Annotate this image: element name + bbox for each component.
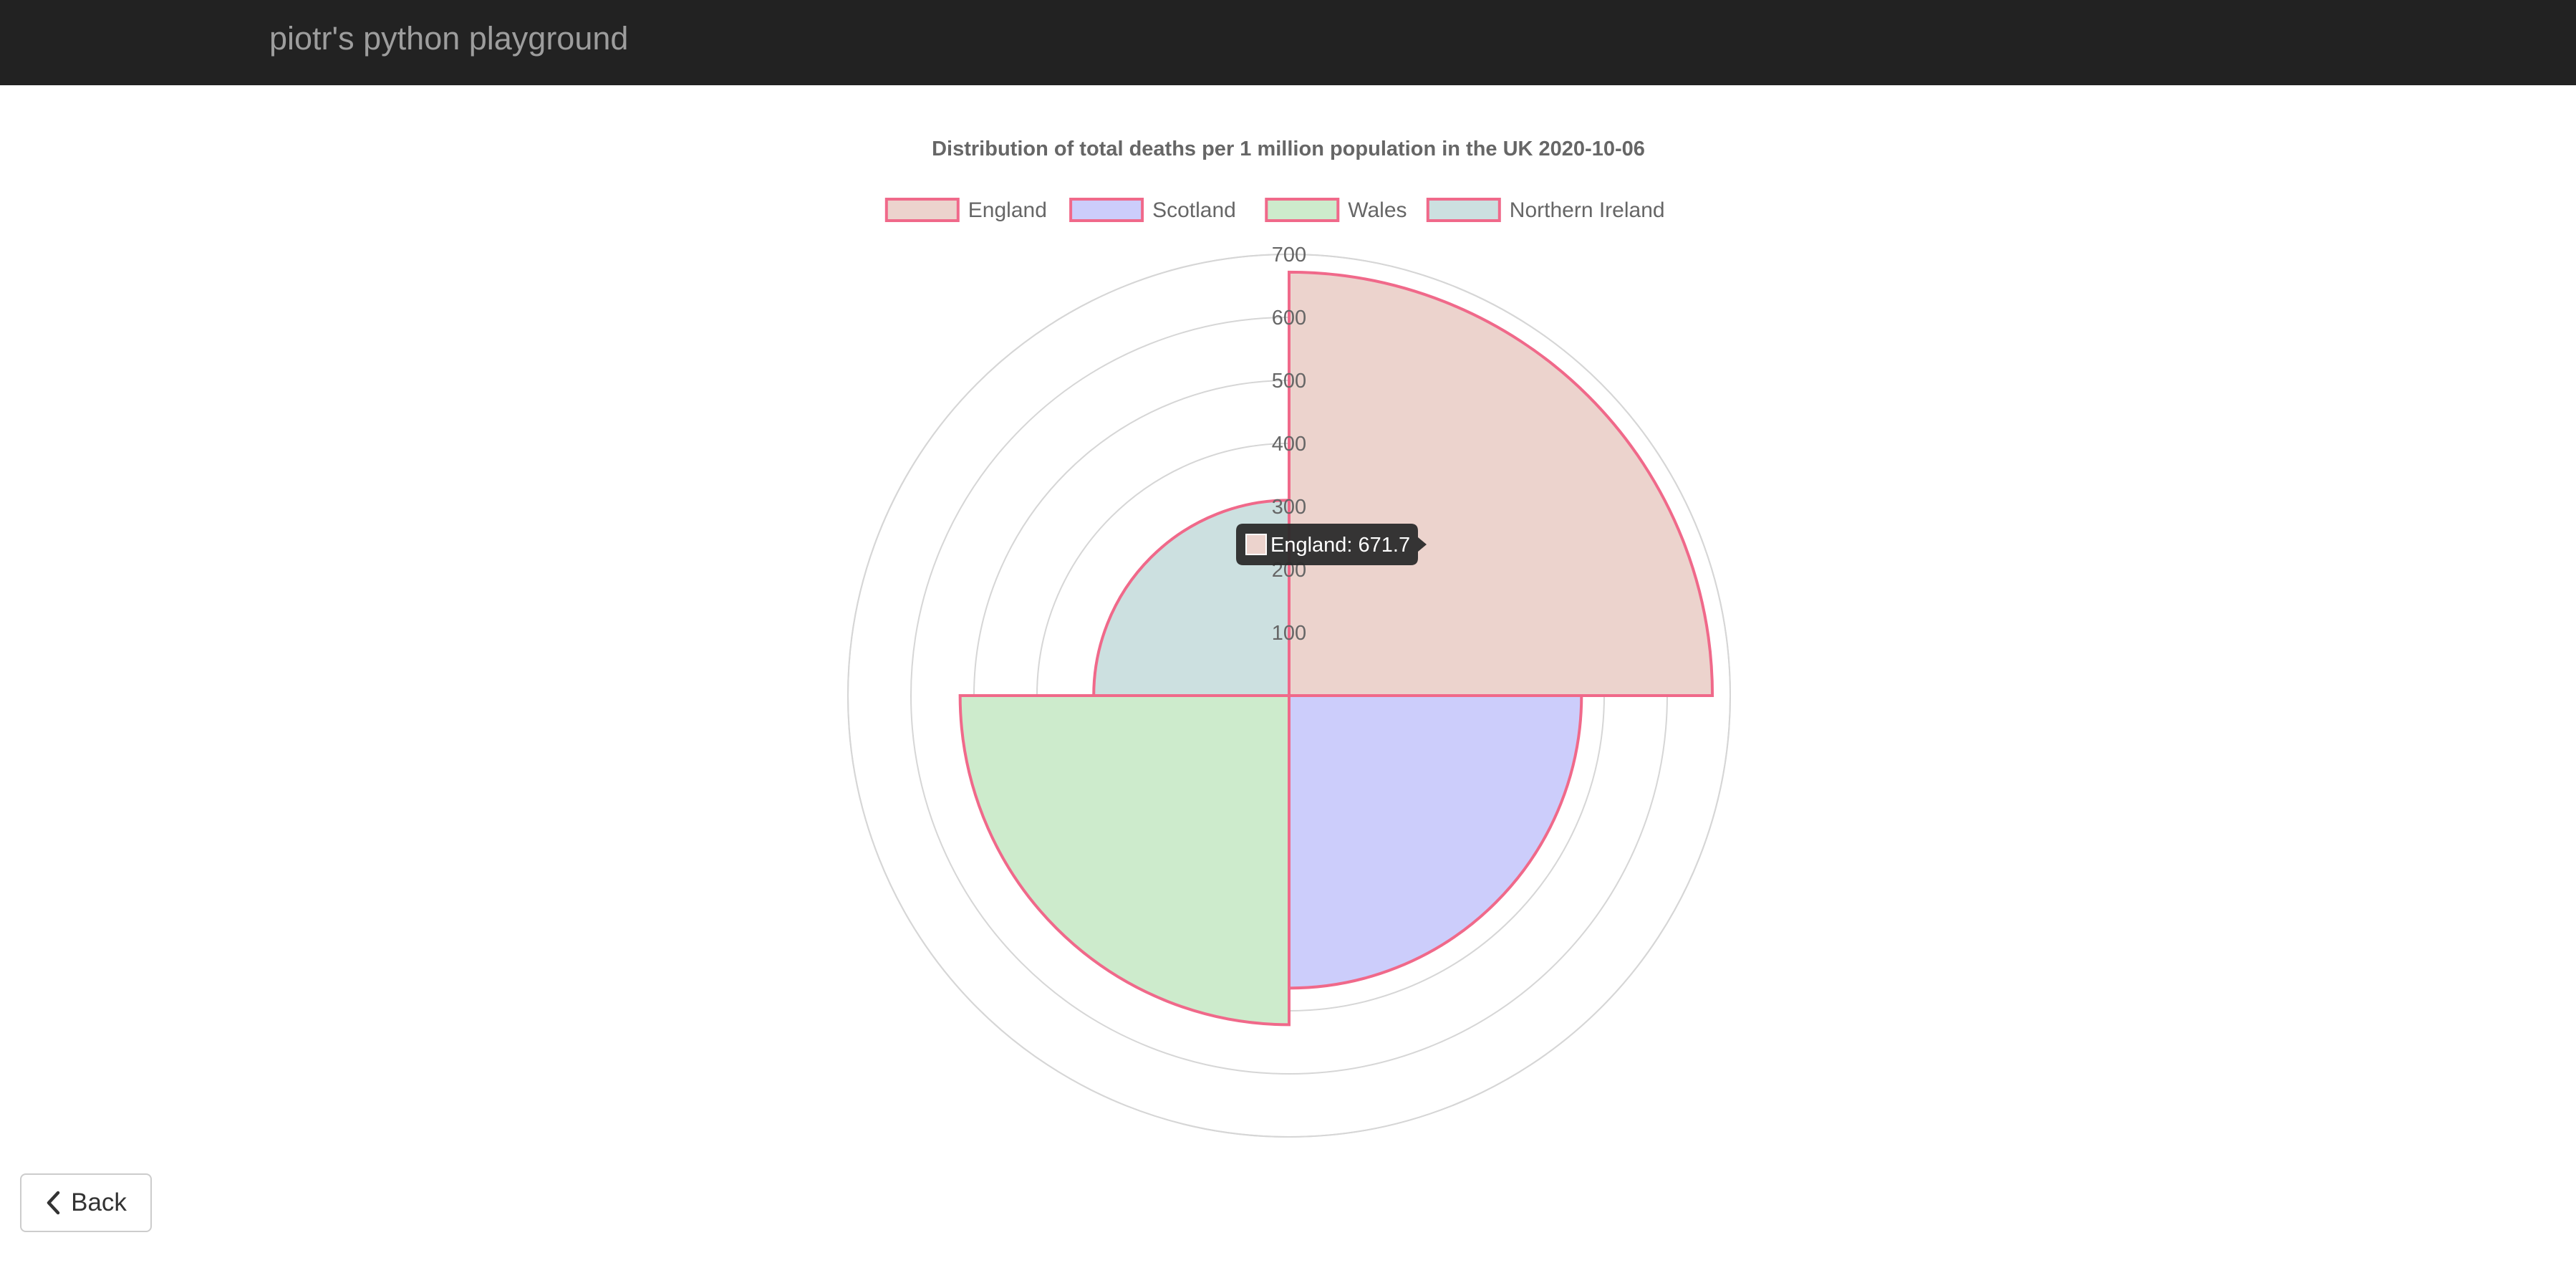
polar-area-chart: Distribution of total deaths per 1 milli… (847, 138, 1731, 1138)
chart-legend: England Scotland Wales Northern Ireland (884, 198, 1665, 222)
legend-label: England (968, 198, 1047, 222)
tooltip-text: England: 671.7 (1270, 534, 1410, 557)
tick-label: 600 (1272, 307, 1306, 330)
grid-circle (847, 254, 1731, 1138)
tick-label: 300 (1272, 496, 1306, 519)
legend-swatch (1265, 198, 1340, 222)
legend-label: Northern Ireland (1510, 198, 1665, 222)
legend-swatch (1069, 198, 1144, 222)
tick-label: 400 (1272, 433, 1306, 456)
legend-item-northern-ireland[interactable]: Northern Ireland (1426, 198, 1665, 222)
chart-slices (958, 270, 1714, 1027)
legend-label: Scotland (1152, 198, 1236, 222)
navbar: piotr's python playground (0, 0, 2576, 85)
back-button[interactable]: Back (20, 1173, 152, 1232)
legend-item-scotland[interactable]: Scotland (1069, 198, 1236, 222)
legend-swatch (1426, 198, 1501, 222)
tick-label: 100 (1272, 622, 1306, 645)
legend-swatch (884, 198, 960, 222)
chart-tooltip: England: 671.7 (1236, 524, 1427, 565)
chart-title: Distribution of total deaths per 1 milli… (932, 138, 1645, 160)
slice-england[interactable] (1288, 270, 1714, 697)
legend-label: Wales (1348, 198, 1407, 222)
brand-link[interactable]: piotr's python playground (269, 20, 629, 57)
tooltip-swatch (1245, 534, 1267, 555)
tick-label: 500 (1272, 370, 1306, 393)
tooltip-box (1236, 524, 1427, 565)
legend-item-wales[interactable]: Wales (1265, 198, 1407, 222)
back-button-label: Back (71, 1188, 127, 1216)
chevron-left-icon (47, 1191, 60, 1215)
slice-wales[interactable] (958, 694, 1291, 1027)
tick-label: 700 (1272, 244, 1306, 266)
slice-scotland[interactable] (1288, 694, 1583, 990)
legend-item-england[interactable]: England (884, 198, 1047, 222)
